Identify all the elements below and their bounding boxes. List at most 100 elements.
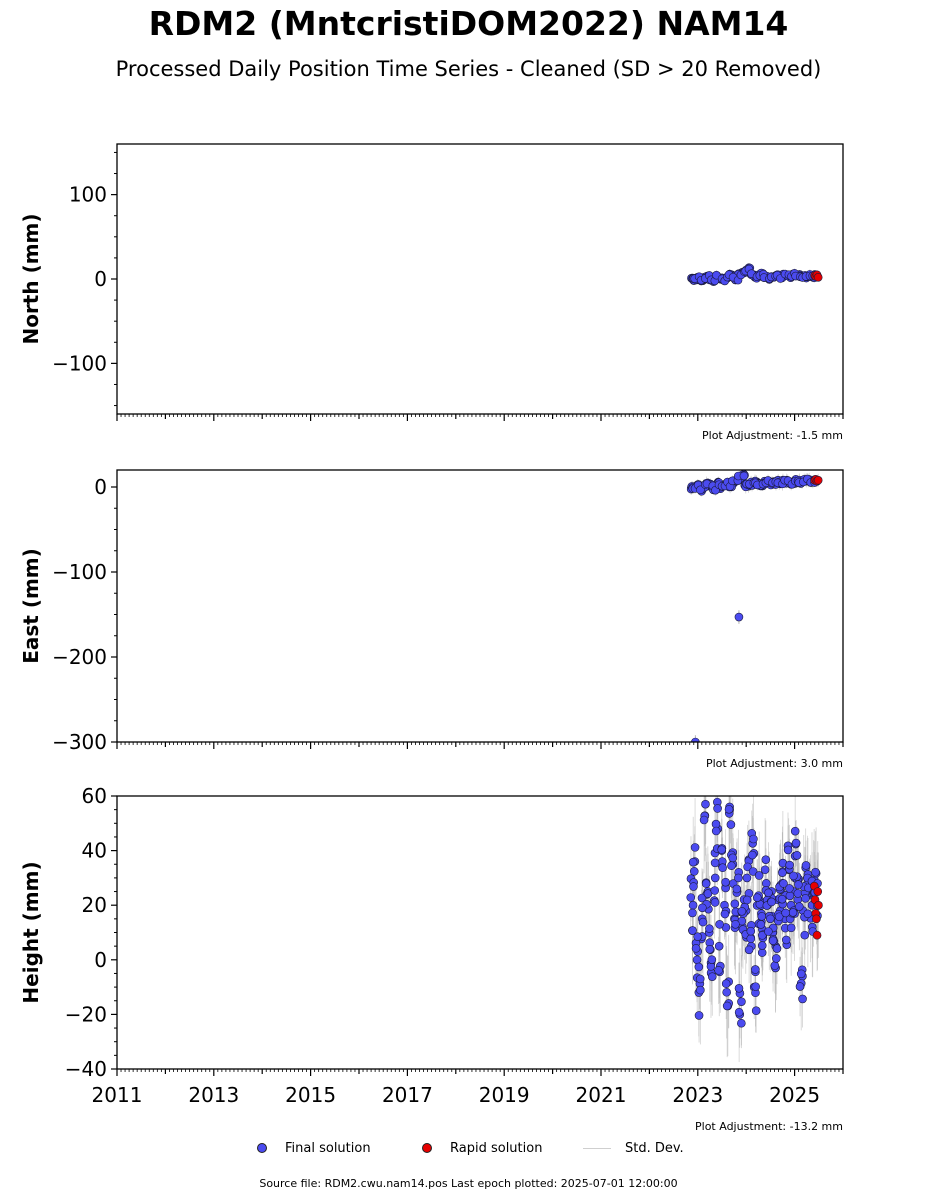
final-point [760, 865, 770, 875]
final-point [748, 850, 757, 860]
plot-adjustment-label: Plot Adjustment: -1.5 mm [702, 429, 843, 442]
final-point [770, 961, 780, 970]
y-tick-label: −100 [52, 560, 107, 584]
final-point [734, 984, 744, 993]
final-point [726, 820, 736, 829]
final-point [785, 884, 794, 893]
plot-area [686, 779, 823, 1063]
final-point [731, 919, 740, 929]
final-point [803, 909, 813, 919]
final-point [721, 877, 730, 887]
x-tick-label: 2015 [285, 1083, 336, 1107]
final-point [718, 863, 727, 873]
final-point [772, 954, 781, 963]
final-point [800, 930, 810, 940]
final-point [694, 1011, 704, 1020]
final-point [714, 941, 724, 951]
final-point [710, 898, 720, 907]
final-point [765, 914, 775, 924]
final-point [714, 966, 723, 975]
final-point [768, 936, 778, 945]
plot-adjustment-label: Plot Adjustment: 3.0 mm [706, 757, 843, 770]
final-point [801, 861, 811, 870]
final-point [705, 944, 715, 954]
final-point [781, 908, 790, 918]
legend-final: Final solution [257, 1138, 371, 1158]
panel-2: −300 −200 −100 0 East (mm) Plot Adjustment: 3… [19, 469, 844, 770]
final-point [710, 873, 720, 883]
final-point [702, 779, 710, 787]
panel-1: −100 0 100 North (mm) Plot Adjustment: -1.5 … [19, 143, 844, 442]
final-point [698, 917, 708, 927]
final-point [798, 994, 807, 1004]
final-point [705, 924, 714, 933]
final-point [722, 987, 731, 997]
final-point [691, 944, 701, 953]
final-point [772, 944, 782, 953]
final-point [795, 902, 804, 911]
final-point [793, 889, 803, 898]
legend-std-line [583, 1147, 611, 1149]
final-point [689, 867, 699, 876]
legend-final-marker [257, 1143, 267, 1153]
final-point [751, 982, 760, 991]
final-point [781, 935, 791, 945]
final-point [737, 1018, 746, 1028]
final-point [734, 1007, 744, 1017]
plot-area [687, 263, 823, 286]
final-point [785, 891, 795, 901]
legend-rapid: Rapid solution [422, 1138, 542, 1158]
legend-std: Std. Dev. [583, 1138, 684, 1158]
final-point [742, 873, 752, 883]
y-tick-label: 0 [94, 475, 107, 499]
final-point [688, 926, 697, 935]
y-tick-label: −200 [52, 645, 107, 669]
final-point [696, 985, 705, 995]
final-point [786, 923, 796, 933]
final-point [724, 805, 734, 814]
final-point [710, 858, 720, 868]
x-tick-label: 2019 [479, 1083, 530, 1107]
final-point [751, 965, 760, 974]
final-point [722, 1001, 732, 1011]
rapid-point [813, 475, 823, 485]
final-point [757, 912, 767, 921]
y-tick-label: 100 [69, 183, 107, 207]
final-point [732, 884, 742, 894]
legend-std-label: Std. Dev. [625, 1140, 684, 1156]
final-point [758, 931, 767, 940]
final-point [698, 903, 707, 913]
final-point [688, 900, 698, 910]
final-point [795, 982, 805, 991]
chart-title: RDM2 (MntcristiDOM2022) NAM14 [148, 4, 789, 43]
legend: Final solution Rapid solution Std. Dev. [0, 1138, 937, 1158]
final-point [701, 799, 710, 809]
final-point [751, 1006, 761, 1016]
rapid-point [812, 930, 822, 940]
final-point [728, 853, 738, 863]
final-point [720, 909, 730, 919]
final-point [727, 861, 736, 871]
y-tick-label: 20 [82, 893, 107, 917]
final-point [754, 871, 764, 880]
final-point [689, 882, 698, 891]
y-tick-label: −300 [52, 730, 107, 754]
plot-frame [116, 469, 844, 743]
final-point [789, 871, 798, 881]
final-point [692, 955, 702, 965]
y-tick-label: 60 [82, 784, 107, 808]
final-point [779, 879, 788, 888]
x-tick-label: 2017 [382, 1083, 433, 1107]
legend-rapid-label: Rapid solution [450, 1140, 543, 1156]
final-point [764, 927, 773, 936]
y-tick-label: −100 [52, 351, 107, 375]
legend-rapid-marker [422, 1143, 432, 1153]
final-point [794, 880, 803, 889]
x-tick-label: 2021 [576, 1083, 627, 1107]
final-point [796, 969, 806, 979]
y-tick-label: −40 [65, 1057, 107, 1081]
final-point [792, 850, 802, 860]
final-point [715, 920, 724, 929]
x-tick-label: 2023 [672, 1083, 723, 1107]
final-point [746, 926, 756, 936]
